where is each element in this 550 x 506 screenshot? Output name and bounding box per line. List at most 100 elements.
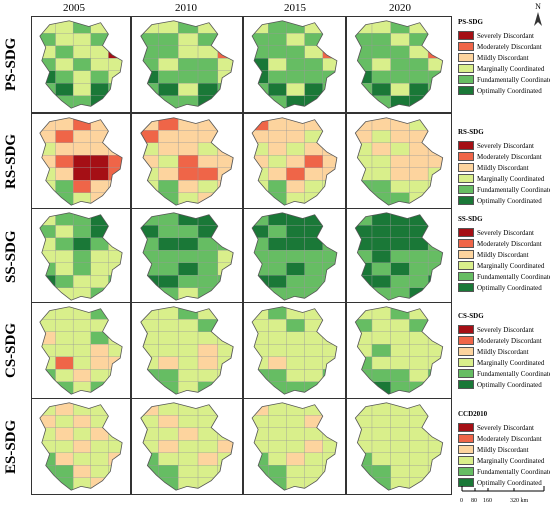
map-region bbox=[177, 356, 199, 370]
map-region bbox=[355, 237, 373, 251]
map-region bbox=[427, 402, 443, 416]
map-region bbox=[322, 117, 337, 131]
legend-label: Moderately Discordant bbox=[477, 152, 542, 161]
map-region bbox=[217, 58, 234, 72]
map-region bbox=[72, 465, 92, 479]
north-arrow-icon bbox=[534, 11, 542, 26]
map-region bbox=[39, 452, 57, 466]
legend: SS-SDG Severely Discordant Moderately Disc… bbox=[458, 215, 550, 293]
map-region bbox=[268, 369, 287, 383]
map-region bbox=[427, 192, 443, 206]
map-region bbox=[322, 167, 337, 181]
map-region bbox=[322, 237, 337, 251]
map-region bbox=[55, 344, 74, 358]
map-region bbox=[252, 452, 269, 466]
map-region bbox=[304, 225, 324, 239]
map-region bbox=[177, 237, 199, 251]
map-region bbox=[268, 356, 287, 370]
map-region bbox=[217, 237, 234, 251]
legend-label: Optimally Coordinated bbox=[477, 283, 542, 292]
map-region bbox=[304, 262, 324, 276]
map-region bbox=[108, 155, 123, 169]
map-region bbox=[371, 440, 392, 454]
map-region bbox=[252, 402, 269, 416]
map-region bbox=[371, 33, 392, 47]
map-region bbox=[140, 167, 159, 181]
map-region bbox=[286, 427, 306, 441]
map-region bbox=[72, 237, 92, 251]
map-region bbox=[322, 192, 337, 206]
map-region bbox=[108, 415, 123, 429]
map-region bbox=[304, 142, 324, 156]
map-region bbox=[304, 95, 324, 109]
map-region bbox=[409, 225, 429, 239]
map-region bbox=[217, 477, 234, 491]
map-region bbox=[197, 331, 219, 345]
legend-title: PS-SDG bbox=[458, 18, 483, 26]
north-arrow: N bbox=[533, 2, 543, 29]
map-region bbox=[55, 155, 74, 169]
map-region bbox=[108, 70, 123, 84]
map-region bbox=[371, 344, 392, 358]
map-region bbox=[55, 427, 74, 441]
map-region bbox=[252, 306, 269, 320]
map-region bbox=[140, 237, 159, 251]
map-region bbox=[140, 262, 159, 276]
province-outline bbox=[251, 117, 338, 206]
map-region bbox=[158, 452, 179, 466]
map-region bbox=[322, 33, 337, 47]
map-region bbox=[252, 287, 269, 301]
province-outline bbox=[39, 306, 123, 395]
map-region bbox=[55, 225, 74, 239]
map-region bbox=[304, 237, 324, 251]
map-region bbox=[371, 225, 392, 239]
map-region bbox=[108, 250, 123, 264]
map-region bbox=[355, 95, 373, 109]
map-region bbox=[304, 167, 324, 181]
map-region bbox=[409, 130, 429, 144]
legend: PS-SDG Severely Discordant Moderately Disc… bbox=[458, 18, 550, 96]
map-region bbox=[427, 319, 443, 333]
map-region bbox=[217, 402, 234, 416]
map-region bbox=[72, 180, 92, 194]
map-region bbox=[390, 180, 410, 194]
map-region bbox=[140, 331, 159, 345]
map-region bbox=[217, 381, 234, 395]
legend-label: Severely Discordant bbox=[477, 325, 534, 334]
map-region bbox=[55, 83, 74, 97]
scale-bar: 0 80 160 320 km bbox=[458, 480, 548, 504]
map-region bbox=[217, 427, 234, 441]
map-svg bbox=[140, 306, 234, 395]
map-region bbox=[286, 155, 306, 169]
map-svg bbox=[251, 306, 338, 395]
map-svg bbox=[251, 212, 338, 301]
map-region bbox=[355, 287, 373, 301]
map-panel bbox=[346, 398, 452, 495]
map-svg bbox=[39, 212, 123, 301]
map-region bbox=[409, 237, 429, 251]
map-region bbox=[197, 440, 219, 454]
legend-swatch bbox=[458, 42, 474, 51]
map-region bbox=[140, 58, 159, 72]
map-region bbox=[90, 440, 109, 454]
legend-swatch bbox=[458, 434, 474, 443]
legend-swatch bbox=[458, 174, 474, 183]
map-region bbox=[268, 452, 287, 466]
map-panel bbox=[346, 16, 452, 113]
map-region bbox=[177, 83, 199, 97]
map-region bbox=[217, 167, 234, 181]
map-region bbox=[39, 212, 57, 226]
province-outline bbox=[140, 212, 234, 301]
map-region bbox=[90, 70, 109, 84]
map-region bbox=[427, 415, 443, 429]
legend-swatch bbox=[458, 53, 474, 62]
map-region bbox=[39, 167, 57, 181]
map-region bbox=[72, 83, 92, 97]
map-region bbox=[322, 20, 337, 34]
map-region bbox=[268, 225, 287, 239]
map-region bbox=[409, 262, 429, 276]
map-region bbox=[140, 20, 159, 34]
map-region bbox=[355, 344, 373, 358]
map-region bbox=[158, 142, 179, 156]
map-region bbox=[197, 33, 219, 47]
